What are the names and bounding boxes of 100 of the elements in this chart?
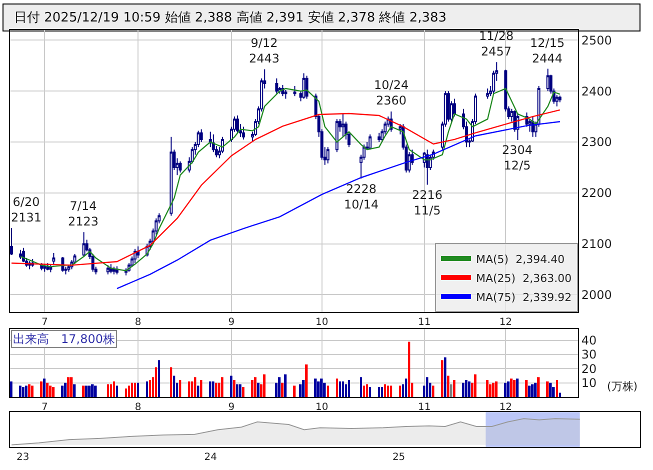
bar bbox=[239, 384, 242, 397]
y-tick-label: 2500 bbox=[581, 33, 612, 48]
candlestick bbox=[302, 72, 306, 100]
legend-label: MA(25) 2,363.00 bbox=[476, 272, 572, 285]
bar bbox=[444, 357, 446, 397]
bar bbox=[525, 380, 528, 397]
bar bbox=[299, 384, 302, 397]
bar bbox=[197, 386, 200, 397]
bar bbox=[134, 382, 136, 397]
x-tick-label: 7 bbox=[41, 317, 48, 328]
candlestick bbox=[73, 253, 76, 265]
bar bbox=[40, 381, 43, 397]
bar bbox=[513, 380, 516, 397]
annotation: 7/14 2123 bbox=[68, 199, 99, 229]
bar bbox=[70, 377, 73, 397]
bar bbox=[173, 376, 176, 397]
bar bbox=[426, 377, 428, 397]
bar bbox=[194, 377, 196, 397]
bar bbox=[492, 382, 495, 397]
bar bbox=[510, 378, 513, 397]
bar bbox=[131, 382, 133, 397]
bar bbox=[495, 381, 498, 397]
bar bbox=[462, 382, 464, 397]
candlestick bbox=[236, 115, 239, 134]
candlestick bbox=[106, 264, 110, 275]
bar bbox=[348, 380, 350, 397]
bar bbox=[305, 364, 308, 397]
bar bbox=[212, 381, 214, 397]
bar bbox=[327, 386, 329, 397]
candlestick bbox=[82, 232, 86, 258]
bar bbox=[158, 360, 160, 397]
bar bbox=[323, 382, 326, 397]
candlestick bbox=[452, 98, 456, 118]
bar bbox=[369, 387, 371, 397]
x-tick-label: 10 bbox=[316, 402, 328, 413]
candlestick bbox=[378, 132, 381, 142]
bar bbox=[537, 377, 540, 397]
bar bbox=[534, 382, 537, 397]
bar bbox=[242, 387, 244, 397]
bar bbox=[317, 381, 320, 397]
annotation: 2304 12/5 bbox=[502, 143, 533, 173]
candlestick bbox=[446, 90, 450, 122]
bar bbox=[236, 384, 238, 397]
annotation: 2228 10/14 bbox=[344, 182, 379, 212]
bar bbox=[405, 378, 408, 397]
bar bbox=[408, 342, 410, 397]
bar bbox=[85, 386, 88, 397]
bar bbox=[314, 378, 317, 397]
bar bbox=[387, 386, 390, 397]
candlestick bbox=[293, 85, 296, 97]
x-tick-label: 9 bbox=[228, 402, 235, 413]
bar bbox=[504, 382, 507, 397]
bar bbox=[342, 381, 344, 397]
legend-label: MA(5) 2,394.40 bbox=[476, 252, 565, 266]
bar bbox=[549, 382, 552, 397]
bar bbox=[257, 382, 260, 397]
bar bbox=[302, 380, 305, 397]
bar bbox=[113, 381, 115, 397]
bar bbox=[91, 384, 94, 397]
legend-label: MA(75) 2,339.92 bbox=[476, 290, 572, 304]
bar bbox=[146, 381, 148, 397]
bar bbox=[209, 381, 212, 397]
annotation: 9/12 2443 bbox=[249, 36, 280, 66]
bar bbox=[28, 384, 30, 397]
bar bbox=[46, 382, 49, 397]
candlestick bbox=[19, 249, 22, 260]
bar bbox=[465, 380, 468, 397]
x-tick-label: 8 bbox=[134, 317, 142, 328]
y-tick-label: 2100 bbox=[581, 236, 612, 251]
bar bbox=[73, 384, 76, 397]
candlestick bbox=[170, 136, 173, 216]
y-tick-label: 40 bbox=[581, 334, 597, 348]
y-tick-label: 20 bbox=[581, 362, 597, 376]
bar bbox=[149, 380, 152, 397]
bar bbox=[137, 382, 139, 397]
bar bbox=[281, 382, 284, 397]
bar bbox=[22, 387, 24, 397]
candlestick bbox=[368, 134, 372, 150]
bar bbox=[450, 384, 452, 397]
candlestick bbox=[341, 113, 344, 138]
bar bbox=[19, 386, 22, 397]
bar bbox=[82, 386, 85, 397]
x-tick-label: 12 bbox=[499, 317, 512, 328]
y-axis-title: (万株) bbox=[607, 380, 638, 393]
bar bbox=[366, 384, 368, 397]
bar bbox=[61, 386, 64, 397]
y-tick-label: 2300 bbox=[581, 135, 612, 150]
candlestick bbox=[275, 78, 278, 94]
bar bbox=[128, 386, 130, 397]
y-tick-label: 2200 bbox=[581, 186, 612, 200]
bar bbox=[453, 380, 456, 397]
bar bbox=[528, 386, 531, 397]
y-tick-label: 2000 bbox=[581, 288, 612, 302]
annotation: 2216 11/5 bbox=[412, 188, 443, 218]
annotation: 6/20 2131 bbox=[11, 195, 42, 225]
bar bbox=[200, 380, 202, 397]
bar bbox=[552, 387, 555, 397]
bar bbox=[345, 384, 347, 397]
x-tick-label: 10 bbox=[316, 317, 328, 328]
bar bbox=[489, 384, 492, 397]
